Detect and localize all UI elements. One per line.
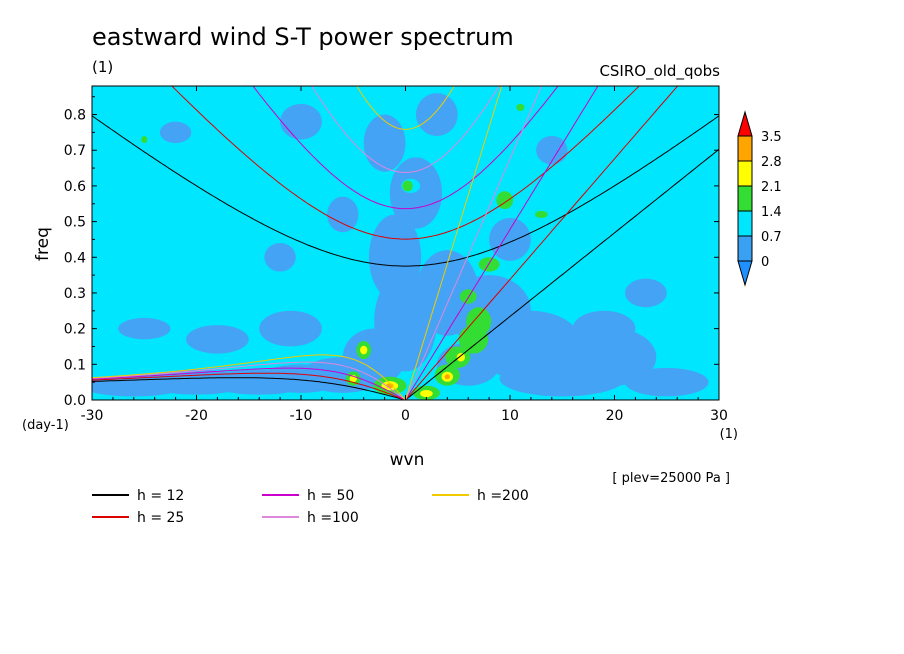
y-unit-label: (day-1) — [22, 418, 69, 433]
colorbar-top-arrow — [737, 110, 753, 137]
y-tick-label: 0.5 — [64, 215, 86, 231]
colorbar-box — [737, 160, 753, 187]
x-tick-label: -10 — [290, 408, 313, 424]
dispersion-curves — [92, 86, 719, 400]
plot-area: -30 -20 -10 0 10 20 30 0.00.10.20.30.40.50.60.… — [64, 85, 728, 424]
x-tick-label: 30 — [710, 408, 728, 424]
legend-label-h200: h =200 — [477, 488, 529, 504]
field-patch-22 — [624, 278, 667, 308]
field-patch-13 — [415, 93, 458, 136]
dispersion-curve-inertio-gravity-h50 — [252, 86, 559, 210]
y-tick-label: 0.4 — [64, 250, 86, 266]
dispersion-curve-inertio-gravity-h200 — [356, 86, 455, 130]
field-patch-52 — [444, 374, 450, 380]
field-patch-23 — [489, 218, 531, 261]
colorbar: 0 0.7 1.4 2.1 2.8 3.5 — [737, 110, 782, 287]
model-name-label: CSIRO_old_qobs — [599, 62, 720, 81]
colorbar-level-label: 0 — [761, 255, 769, 270]
colorbar-box — [737, 135, 753, 162]
field-patch-50 — [456, 352, 466, 362]
y-tick-label: 0.8 — [64, 108, 86, 124]
x-tick-label: -20 — [185, 408, 208, 424]
y-tick-label: 0.1 — [64, 357, 86, 373]
x-unit-label: (1) — [720, 427, 738, 442]
field-patch-10 — [368, 214, 422, 301]
y-tick-label: 0.7 — [64, 143, 86, 159]
colorbar-level-label: 2.1 — [761, 180, 782, 195]
dispersion-curve-kelvin-h200 — [405, 86, 503, 400]
x-axis-label: wvn — [390, 450, 425, 470]
field-patch-20 — [572, 310, 636, 347]
dispersion-curve-kelvin-h25 — [405, 86, 679, 400]
x-tick-label: 20 — [606, 408, 624, 424]
colorbar-box — [737, 235, 753, 262]
power-field — [92, 93, 709, 400]
colorbar-box — [737, 210, 753, 237]
field-patch-7 — [259, 310, 322, 347]
field-patch-8 — [118, 317, 171, 340]
legend-label-h50: h = 50 — [307, 488, 354, 504]
dispersion-curve-inertio-gravity-h100 — [311, 86, 500, 173]
y-tick-label: 0.3 — [64, 286, 86, 302]
field-patch-12 — [363, 114, 406, 172]
dispersion-curve-kelvin-h12 — [405, 148, 719, 400]
colorbar-level-label: 3.5 — [761, 130, 782, 145]
legend-label-h100: h =100 — [307, 510, 359, 526]
field-patch-40 — [496, 191, 514, 210]
field-patch-25 — [159, 121, 192, 144]
y-axis-label: freq — [33, 227, 53, 261]
colorbar-bottom-arrow — [737, 260, 753, 287]
y-tick-label: 0.2 — [64, 322, 86, 338]
field-patch-41 — [535, 210, 548, 219]
field-patch-11 — [389, 157, 443, 229]
field-patch-44 — [141, 135, 148, 144]
dispersion-curve-kelvin-h100 — [405, 86, 543, 400]
field-patch-6 — [186, 325, 249, 354]
colorbar-level-label: 0.7 — [761, 230, 782, 245]
field-patch-39 — [459, 289, 477, 304]
dispersion-curve-rossby-h25 — [92, 372, 406, 400]
dispersion-curve-inertio-gravity-h25 — [171, 86, 640, 240]
field-patch-14 — [280, 103, 322, 140]
field-patch-42 — [402, 180, 413, 192]
dispersion-curve-rossby-h200 — [92, 354, 406, 400]
dispersion-curve-inertio-gravity-h12 — [92, 115, 719, 267]
field-patch-43 — [516, 103, 525, 111]
field-patch-45 — [360, 345, 368, 355]
dispersion-curve-rossby-h50 — [92, 367, 406, 400]
legend-label-h12: h = 12 — [137, 488, 184, 504]
colorbar-box — [737, 185, 753, 212]
field-patch-24 — [264, 243, 296, 272]
x-tick-label: -30 — [81, 408, 104, 424]
legend-label-h25: h = 25 — [137, 510, 184, 526]
units-label: (1) — [92, 58, 113, 76]
x-axis-ticks: -30 -20 -10 0 10 20 30 — [81, 86, 728, 424]
field-patch-26 — [536, 135, 568, 165]
x-tick-label: 0 — [401, 408, 410, 424]
legend: h = 12 h = 25 h = 50 h =100 h =200 — [92, 488, 529, 526]
colorbar-level-label: 1.4 — [761, 205, 782, 220]
dispersion-curve-kelvin-h50 — [405, 86, 599, 400]
x-tick-label: 10 — [501, 408, 519, 424]
y-tick-label: 0.6 — [64, 179, 86, 195]
y-axis-ticks: 0.0 0.1 0.2 0.3 0.4 0.5 0.6 0.7 0.8 — [64, 96, 719, 409]
chart-title: eastward wind S-T power spectrum — [92, 23, 514, 51]
field-patch-49 — [420, 390, 433, 398]
field-patch-21 — [624, 367, 709, 397]
dispersion-curve-rossby-h100 — [92, 361, 406, 400]
dispersion-curve-rossby-h12 — [92, 377, 406, 400]
field-patch-37 — [466, 307, 492, 336]
field-patch-27 — [327, 196, 359, 233]
plev-note: [ plev=25000 Pa ] — [612, 471, 730, 486]
y-tick-label: 0.0 — [64, 393, 86, 409]
colorbar-level-label: 2.8 — [761, 155, 782, 170]
